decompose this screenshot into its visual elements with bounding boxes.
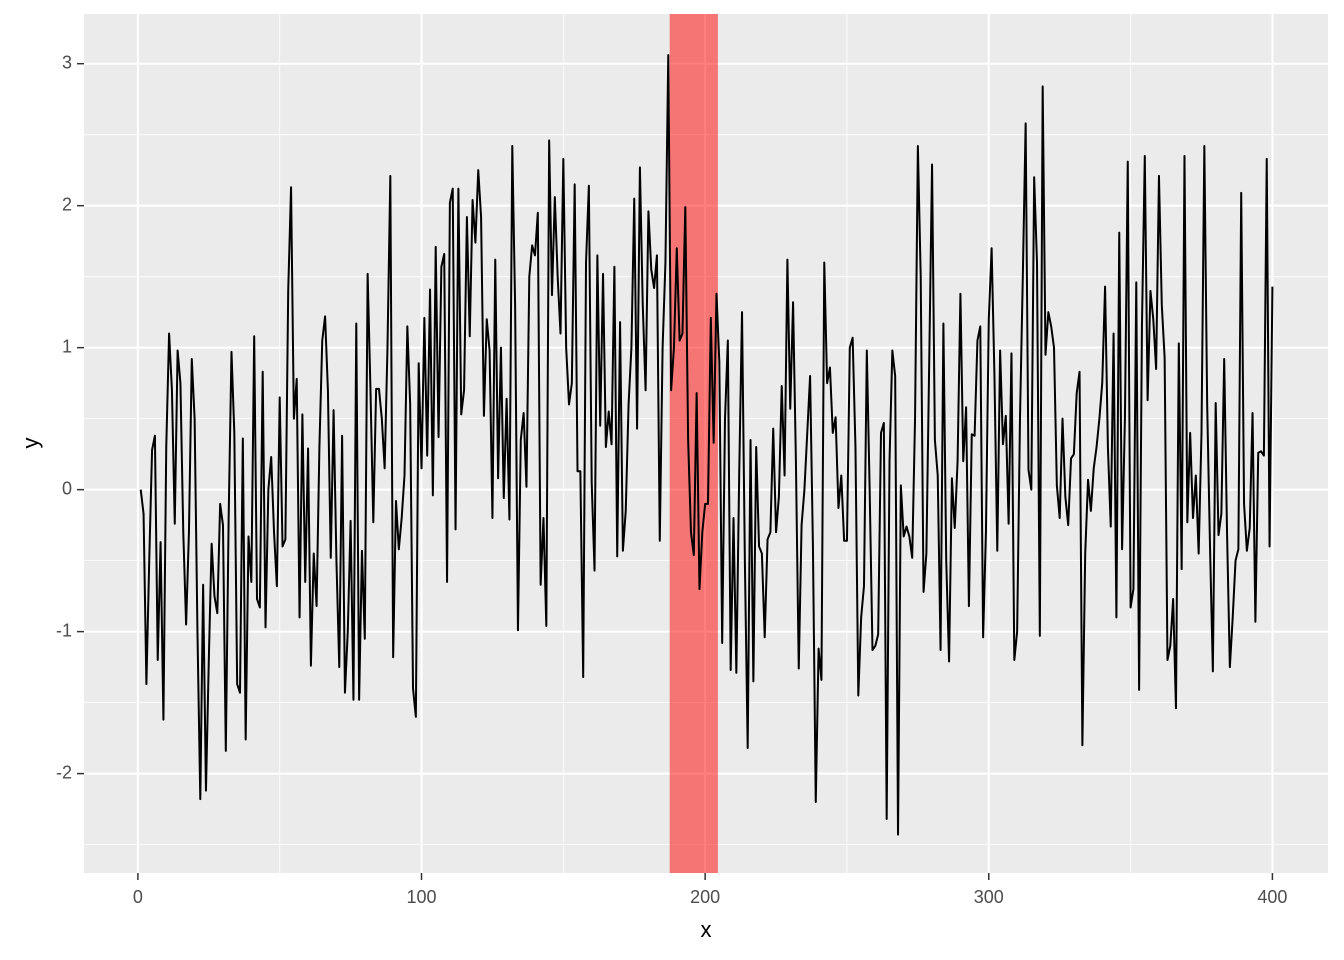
x-tick-label: 300 [974, 887, 1004, 907]
y-tick-label: 0 [62, 478, 72, 498]
y-tick-label: 1 [62, 336, 72, 356]
highlight-band [669, 14, 718, 873]
data-line [139, 54, 1274, 836]
x-tick-label: 200 [690, 887, 720, 907]
x-tick-label: 400 [1257, 887, 1287, 907]
y-tick-label: 2 [62, 194, 72, 214]
y-tick-label: -2 [56, 762, 72, 782]
y-axis-title: y [18, 438, 43, 449]
y-tick-label: -1 [56, 620, 72, 640]
y-tick-label: 3 [62, 52, 72, 72]
x-axis-title: x [701, 917, 712, 942]
x-tick-label: 0 [133, 887, 143, 907]
x-tick-label: 100 [406, 887, 436, 907]
